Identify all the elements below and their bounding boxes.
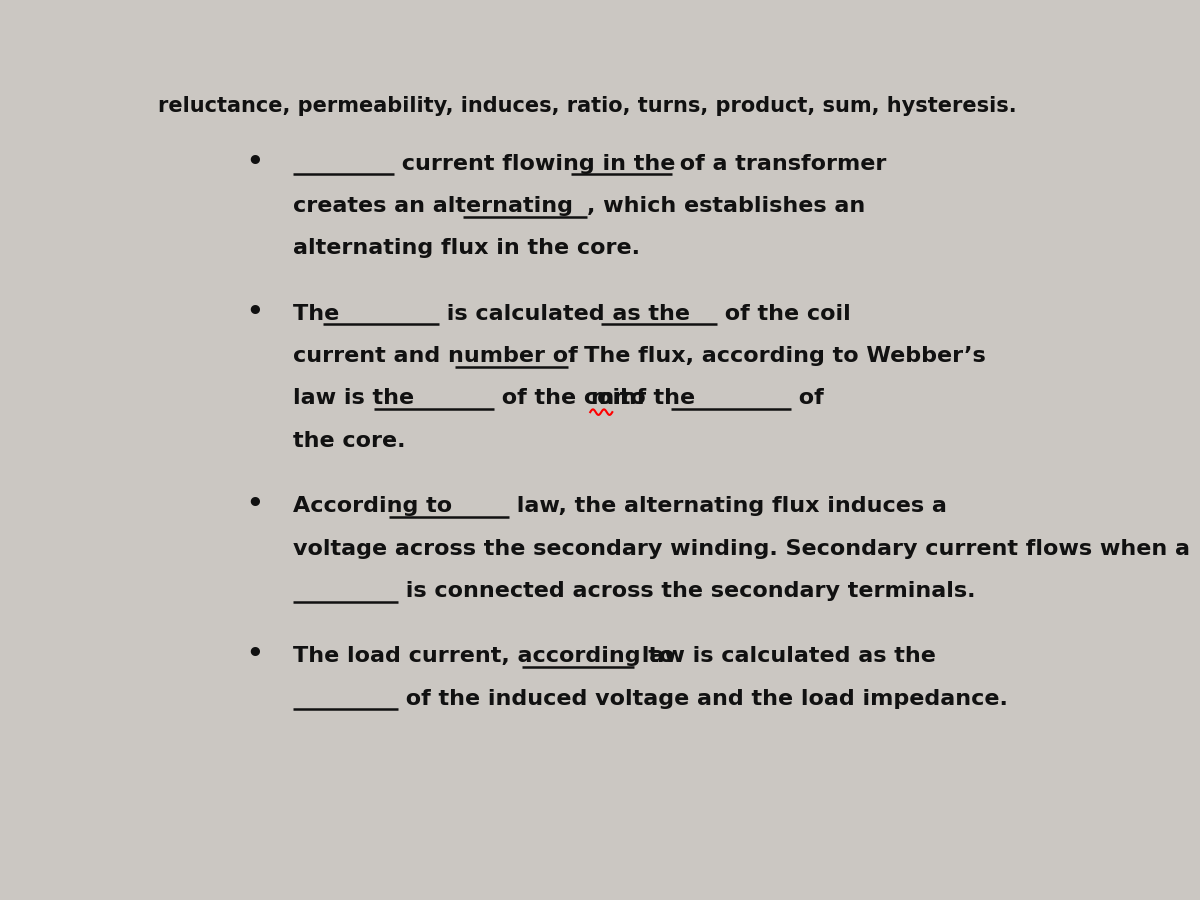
Text: The: The	[293, 304, 347, 324]
Text: law is calculated as the: law is calculated as the	[634, 646, 936, 666]
Text: is connected across the secondary terminals.: is connected across the secondary termin…	[398, 581, 976, 601]
Text: According to: According to	[293, 496, 461, 517]
Text: mmf: mmf	[590, 389, 647, 409]
Text: of the induced voltage and the load impedance.: of the induced voltage and the load impe…	[398, 688, 1008, 709]
Text: . The flux, according to Webber’s: . The flux, according to Webber’s	[568, 346, 985, 366]
Text: •: •	[246, 300, 263, 326]
Text: creates an alternating: creates an alternating	[293, 196, 581, 216]
Text: current and number of: current and number of	[293, 346, 586, 366]
Text: alternating flux in the core.: alternating flux in the core.	[293, 238, 641, 258]
Text: voltage across the secondary winding. Secondary current flows when a: voltage across the secondary winding. Se…	[293, 538, 1190, 559]
Text: of the coil: of the coil	[718, 304, 851, 324]
Text: law, the alternating flux induces a: law, the alternating flux induces a	[509, 496, 947, 517]
Text: •: •	[246, 643, 263, 669]
Text: of the coil: of the coil	[494, 389, 636, 409]
Text: the core.: the core.	[293, 431, 406, 451]
Text: law is the: law is the	[293, 389, 422, 409]
Text: current flowing in the: current flowing in the	[394, 154, 683, 174]
Text: of a transformer: of a transformer	[672, 154, 886, 174]
Text: •: •	[246, 149, 263, 176]
Text: to the: to the	[612, 389, 703, 409]
Text: , which establishes an: , which establishes an	[587, 196, 865, 216]
Text: of: of	[791, 389, 824, 409]
Text: is calculated as the: is calculated as the	[439, 304, 698, 324]
Text: reluctance, permeability, induces, ratio, turns, product, sum, hysteresis.: reluctance, permeability, induces, ratio…	[157, 96, 1016, 116]
Text: The load current, according to: The load current, according to	[293, 646, 683, 666]
Text: •: •	[246, 492, 263, 518]
